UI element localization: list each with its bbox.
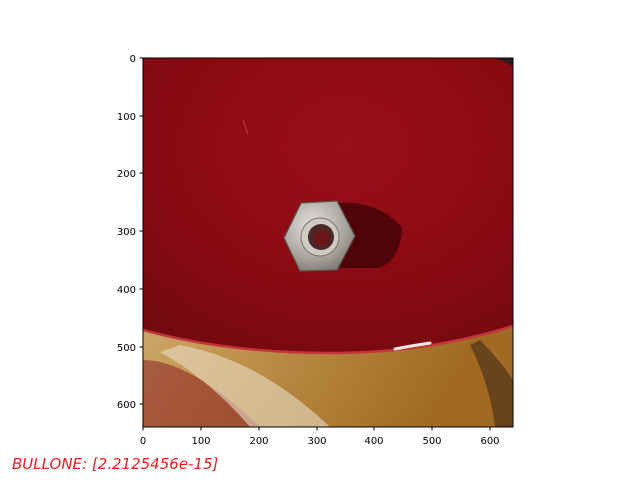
prediction-caption: BULLONE: [2.2125456e-15] xyxy=(12,455,219,473)
photo xyxy=(143,58,513,427)
y-tick-label: 400 xyxy=(117,285,136,296)
x-tick-label: 300 xyxy=(307,436,326,447)
y-tick-label: 500 xyxy=(117,343,136,354)
x-tick-label: 100 xyxy=(191,436,210,447)
y-tick-label: 300 xyxy=(117,227,136,238)
x-tick-label: 500 xyxy=(422,436,441,447)
y-tick-label: 100 xyxy=(117,112,136,123)
x-tick-label: 0 xyxy=(140,436,146,447)
x-tick-label: 400 xyxy=(364,436,383,447)
x-tick-label: 600 xyxy=(480,436,499,447)
y-tick-label: 0 xyxy=(130,54,136,65)
x-tick-label: 200 xyxy=(249,436,268,447)
y-tick-label: 200 xyxy=(117,169,136,180)
y-axis: 0 100 200 300 400 500 600 xyxy=(117,54,143,411)
axes-frame xyxy=(142,57,514,428)
x-axis: 0 100 200 300 400 500 600 xyxy=(140,427,500,447)
y-tick-label: 600 xyxy=(117,400,136,411)
